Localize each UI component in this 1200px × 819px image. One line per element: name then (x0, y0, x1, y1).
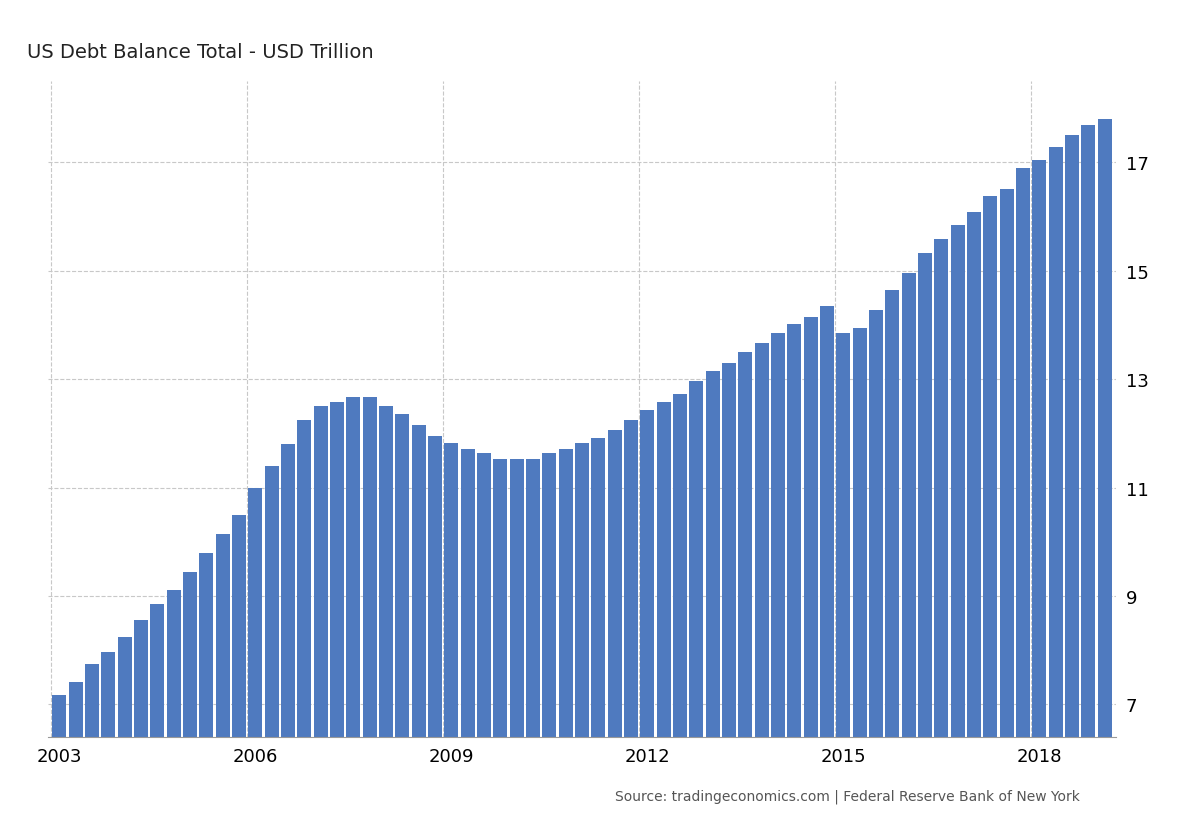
Bar (673, 394, 686, 819)
Bar (396, 415, 409, 819)
Bar (1016, 169, 1030, 819)
Bar (68, 682, 83, 819)
Bar (102, 652, 115, 819)
Bar (641, 410, 654, 819)
Bar (1098, 120, 1111, 819)
Bar (134, 621, 148, 819)
Bar (935, 240, 948, 819)
Bar (869, 311, 883, 819)
Bar (656, 402, 671, 819)
Bar (836, 333, 851, 819)
Bar (804, 318, 817, 819)
Bar (199, 553, 214, 819)
Bar (150, 604, 164, 819)
Bar (461, 449, 475, 819)
Bar (1081, 126, 1096, 819)
Text: US Debt Balance Total - USD Trillion: US Debt Balance Total - USD Trillion (26, 43, 373, 61)
Bar (118, 637, 132, 819)
Bar (53, 695, 66, 819)
Bar (428, 437, 442, 819)
Bar (526, 459, 540, 819)
Bar (510, 459, 523, 819)
Bar (493, 459, 508, 819)
Bar (738, 352, 752, 819)
Bar (542, 454, 557, 819)
Bar (85, 664, 100, 819)
Bar (983, 197, 997, 819)
Text: Source: tradingeconomics.com | Federal Reserve Bank of New York: Source: tradingeconomics.com | Federal R… (616, 788, 1080, 803)
Bar (853, 328, 866, 819)
Bar (950, 226, 965, 819)
Bar (216, 534, 229, 819)
Bar (1032, 161, 1046, 819)
Bar (624, 420, 638, 819)
Bar (265, 466, 278, 819)
Bar (330, 402, 344, 819)
Bar (362, 397, 377, 819)
Bar (706, 372, 720, 819)
Bar (967, 212, 980, 819)
Bar (722, 364, 736, 819)
Bar (232, 515, 246, 819)
Bar (1064, 136, 1079, 819)
Bar (1049, 147, 1062, 819)
Bar (787, 325, 802, 819)
Bar (379, 407, 392, 819)
Bar (607, 430, 622, 819)
Bar (313, 407, 328, 819)
Bar (1000, 190, 1014, 819)
Bar (755, 343, 768, 819)
Bar (592, 439, 605, 819)
Bar (575, 444, 589, 819)
Bar (248, 488, 263, 819)
Bar (444, 443, 458, 819)
Bar (689, 382, 703, 819)
Bar (184, 572, 197, 819)
Bar (901, 274, 916, 819)
Bar (478, 454, 491, 819)
Bar (918, 254, 932, 819)
Bar (347, 397, 360, 819)
Bar (559, 449, 572, 819)
Bar (412, 426, 426, 819)
Bar (298, 420, 311, 819)
Bar (281, 445, 295, 819)
Bar (167, 590, 181, 819)
Bar (772, 333, 785, 819)
Bar (886, 291, 899, 819)
Bar (820, 306, 834, 819)
